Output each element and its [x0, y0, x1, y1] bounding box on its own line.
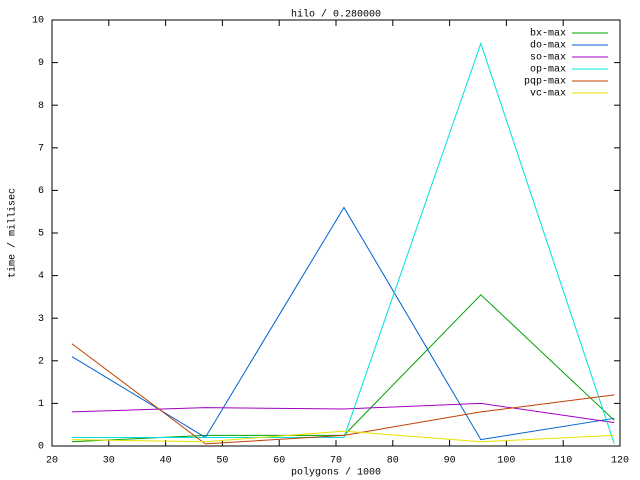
x-tick-label: 60: [273, 456, 285, 467]
y-tick-label: 10: [32, 16, 44, 27]
y-tick-label: 0: [38, 442, 44, 453]
x-axis-label: polygons / 1000: [291, 467, 381, 479]
x-tick-label: 120: [611, 456, 629, 467]
y-tick-label: 8: [38, 101, 44, 112]
y-tick-label: 9: [38, 58, 44, 69]
x-tick-label: 40: [160, 456, 172, 467]
series-line: [71, 41, 615, 445]
legend-label: do-max: [530, 40, 566, 52]
y-tick-label: 6: [38, 186, 44, 197]
y-tick-label: 5: [38, 229, 44, 240]
x-tick-label: 90: [444, 456, 456, 467]
x-tick-label: 80: [387, 456, 399, 467]
y-tick-label: 4: [38, 271, 44, 282]
series-line: [71, 430, 615, 443]
y-tick-label: 7: [38, 143, 44, 154]
x-tick-label: 100: [497, 456, 515, 467]
legend-label: bx-max: [530, 28, 566, 40]
x-tick-label: 70: [330, 456, 342, 467]
x-tick-label: 30: [103, 456, 115, 467]
legend-label: op-max: [530, 65, 566, 76]
y-axis-label: time / millisec: [7, 188, 19, 278]
chart-title: hilo / 0.280000: [291, 9, 381, 21]
legend-label: so-max: [530, 53, 566, 64]
x-tick-label: 50: [216, 456, 228, 467]
series-line: [71, 402, 615, 424]
x-tick-label: 110: [554, 456, 572, 467]
y-tick-label: 2: [38, 356, 44, 367]
legend-label: vc-max: [530, 89, 566, 100]
y-tick-label: 3: [38, 314, 44, 325]
y-tick-label: 1: [38, 399, 44, 410]
legend-label: pqp-max: [524, 77, 566, 88]
series-line: [71, 294, 615, 443]
series-line: [71, 343, 615, 445]
x-tick-label: 20: [46, 456, 58, 467]
